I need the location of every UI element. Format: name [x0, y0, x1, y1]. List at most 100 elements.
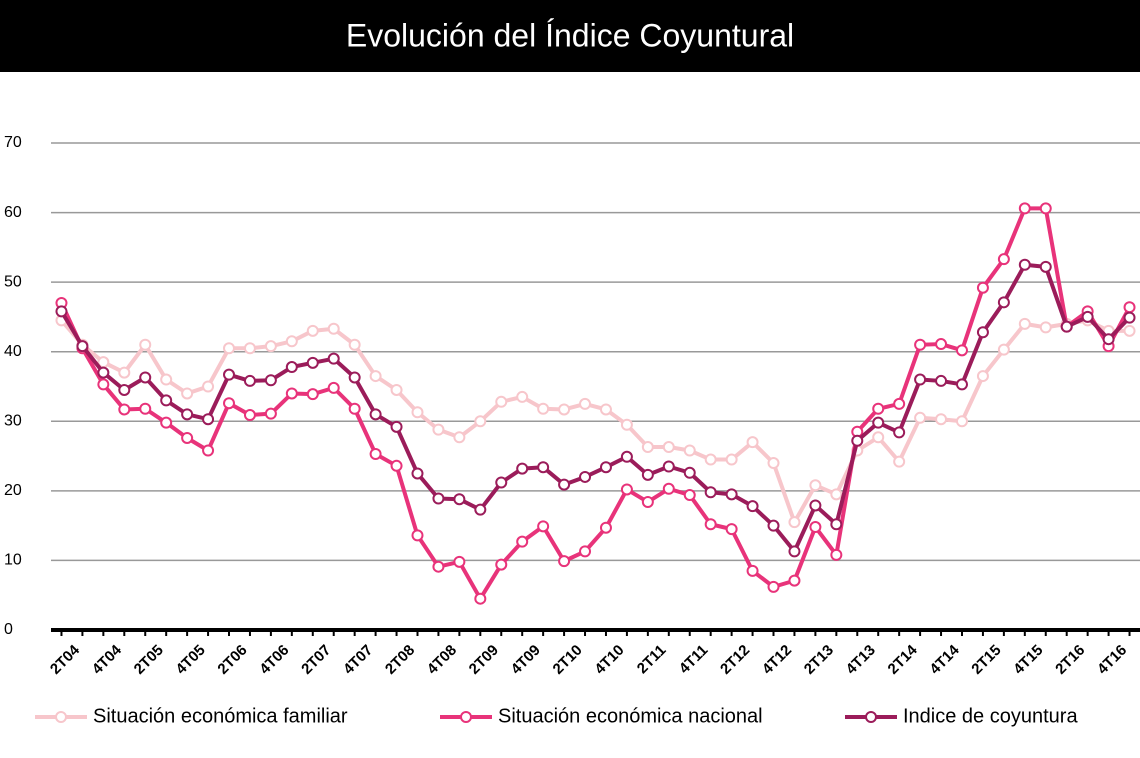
point: [1123, 324, 1136, 337]
point: [830, 518, 843, 531]
point: [369, 408, 382, 421]
point: [202, 444, 215, 457]
point: [620, 483, 633, 496]
point: [432, 423, 445, 436]
point: [1039, 202, 1052, 215]
title-bar: [0, 0, 1140, 72]
point: [788, 574, 801, 587]
point: [725, 523, 738, 536]
point: [830, 488, 843, 501]
point: [558, 403, 571, 416]
x-tick-label: 2T16: [1052, 642, 1088, 678]
x-tick-label: 2T11: [634, 642, 670, 678]
point: [474, 592, 487, 605]
point: [516, 535, 529, 548]
point: [997, 296, 1010, 309]
point: [181, 431, 194, 444]
point: [809, 479, 822, 492]
point: [223, 397, 236, 410]
point: [997, 343, 1010, 356]
point: [788, 516, 801, 529]
point: [914, 338, 927, 351]
point: [474, 503, 487, 516]
point: [935, 338, 948, 351]
point: [118, 366, 131, 379]
point: [348, 402, 361, 415]
legend-label: Situación económica nacional: [498, 705, 763, 727]
y-tick-label: 40: [4, 343, 22, 360]
x-tick-label: 4T04: [89, 641, 126, 678]
point: [558, 555, 571, 568]
x-tick-label: 4T10: [591, 642, 627, 678]
point: [1081, 310, 1094, 323]
point: [1123, 301, 1136, 314]
point: [160, 416, 173, 429]
point: [495, 476, 508, 489]
point: [369, 370, 382, 383]
x-tick-label: 4T05: [173, 642, 209, 678]
point: [306, 324, 319, 337]
point: [160, 373, 173, 386]
point: [453, 493, 466, 506]
point: [725, 488, 738, 501]
y-tick-label: 30: [4, 413, 22, 430]
chart-title: Evolución del Índice Coyuntural: [346, 17, 794, 53]
point: [809, 499, 822, 512]
point: [662, 460, 675, 473]
point: [558, 478, 571, 491]
x-tick-label: 4T09: [508, 642, 544, 678]
point: [411, 467, 424, 480]
point: [955, 415, 968, 428]
point: [390, 383, 403, 396]
point: [955, 344, 968, 357]
point: [516, 462, 529, 475]
point: [118, 383, 131, 396]
point: [935, 413, 948, 426]
x-tick-label: 2T08: [382, 642, 418, 678]
point: [97, 378, 110, 391]
point: [432, 560, 445, 573]
point: [725, 453, 738, 466]
point: [223, 368, 236, 381]
point: [369, 447, 382, 460]
x-tick-label: 2T05: [131, 642, 167, 678]
point: [453, 555, 466, 568]
y-tick-label: 10: [4, 552, 22, 569]
point: [851, 434, 864, 447]
point: [285, 361, 298, 374]
point: [348, 338, 361, 351]
point: [746, 500, 759, 513]
point: [767, 580, 780, 593]
point: [599, 521, 612, 534]
x-tick-label: 2T14: [885, 641, 922, 678]
point: [453, 431, 466, 444]
legend-marker: [460, 711, 472, 723]
x-tick-label: 4T16: [1094, 642, 1130, 678]
x-tick-label: 4T08: [424, 642, 460, 678]
series-line: [59, 262, 1131, 554]
point: [348, 371, 361, 384]
point: [516, 390, 529, 403]
point: [202, 380, 215, 393]
x-tick-label: 2T15: [968, 642, 1004, 678]
x-tick-label: 2T10: [550, 642, 586, 678]
legend-marker: [865, 711, 877, 723]
y-tick-label: 20: [4, 482, 22, 499]
point: [893, 455, 906, 468]
point: [704, 453, 717, 466]
point: [327, 352, 340, 365]
y-tick-label: 50: [4, 273, 22, 290]
point: [160, 394, 173, 407]
point: [641, 441, 654, 454]
point: [620, 450, 633, 463]
x-tick-label: 4T11: [676, 642, 712, 678]
point: [76, 340, 89, 353]
point: [139, 371, 152, 384]
x-tick-label: 4T15: [1010, 642, 1046, 678]
x-tick-label: 2T09: [466, 642, 502, 678]
point: [955, 378, 968, 391]
legend-marker: [55, 711, 67, 723]
point: [285, 335, 298, 348]
point: [390, 420, 403, 433]
